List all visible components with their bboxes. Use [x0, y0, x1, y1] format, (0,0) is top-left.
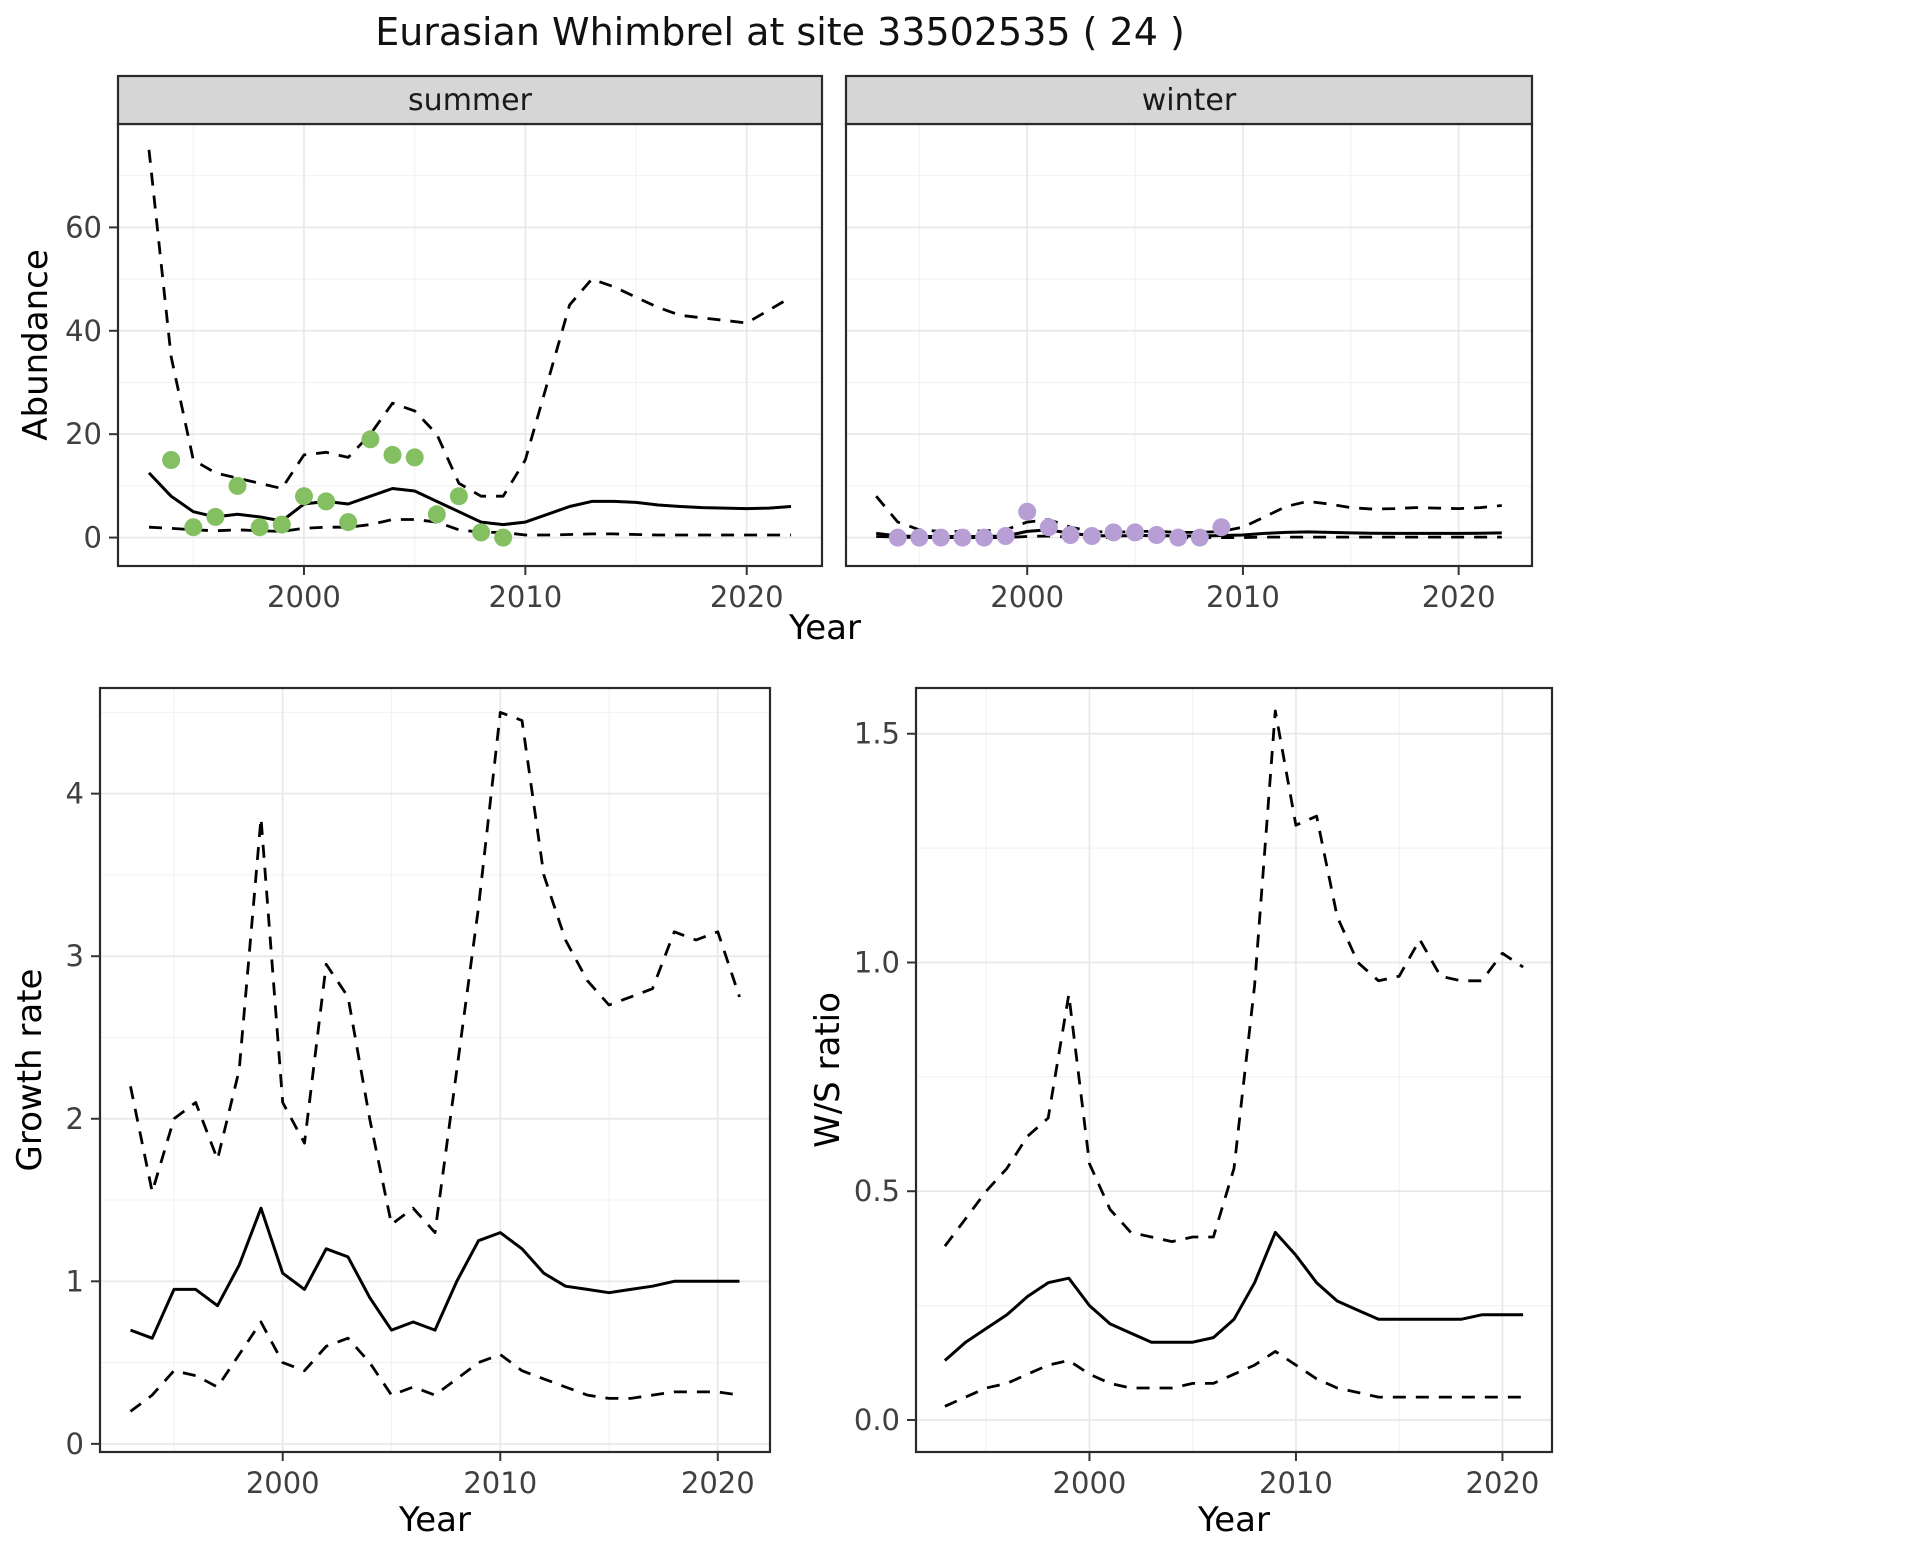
- abundance-summer-observed-counts-point: [383, 445, 402, 464]
- y-tick-label: 0.0: [854, 1403, 900, 1437]
- abundance-winter-observed-counts-point: [1104, 523, 1123, 542]
- abundance-winter-observed-counts-point: [1082, 527, 1101, 545]
- x-tick-label: 2020: [710, 580, 784, 614]
- abundance-summer-observed-counts-point: [184, 518, 203, 537]
- abundance-winter-observed-counts-point: [1126, 523, 1145, 542]
- bottom-left-year-axis-label: Year: [399, 1500, 471, 1540]
- y-tick-label: 60: [65, 210, 102, 244]
- x-tick-label: 2020: [1422, 580, 1496, 614]
- x-tick-label: 2020: [1466, 1466, 1540, 1500]
- abundance-summer-observed-counts-point: [250, 518, 269, 537]
- abundance-winter-observed-counts-point: [975, 528, 994, 547]
- abundance-summer-observed-counts-point: [295, 487, 313, 506]
- page-title: Eurasian Whimbrel at site 33502535 ( 24 …: [375, 10, 1185, 54]
- facet-strip-winter: [844, 74, 1534, 126]
- panel-abundance-winter: 2000 2010 2020 winter: [844, 74, 1534, 614]
- growth-rate-axis-label: Growth rate: [10, 968, 50, 1172]
- abundance-winter-observed-counts-point: [910, 528, 929, 547]
- abundance-winter-observed-counts-point: [1061, 526, 1080, 544]
- growth-rate-estimate-line: [129, 1206, 740, 1340]
- abundance-winter-observed-counts-point: [1039, 518, 1058, 537]
- growth-rate-upper-ci-line: [129, 711, 741, 1234]
- panel-background: [846, 124, 1532, 566]
- ws-ratio-upper-ci-line: [943, 709, 1524, 1247]
- abundance-winter-observed-counts-point: [1018, 502, 1037, 521]
- abundance-summer-observed-counts-point: [162, 451, 181, 469]
- abundance-winter-observed-counts-point: [953, 528, 972, 547]
- top-year-axis-label: Year: [789, 608, 861, 648]
- abundance-axis-label: Abundance: [16, 249, 56, 441]
- abundance-summer-observed-counts-point: [317, 492, 336, 511]
- abundance-winter-observed-counts-point: [888, 528, 907, 547]
- abundance-winter-observed-counts-point: [1212, 518, 1231, 537]
- y-tick-label: 0: [66, 1427, 84, 1461]
- growth-rate-lower-ci-line: [129, 1320, 740, 1413]
- panel-abundance-summer: 2000 2010 2020 0 20 40 60 summer: [65, 74, 824, 614]
- abundance-summer-observed-counts-point: [206, 507, 225, 526]
- abundance-summer-observed-counts-point: [449, 487, 468, 506]
- facet-strip-label: winter: [1142, 83, 1237, 118]
- y-tick-label: 1: [66, 1264, 84, 1298]
- abundance-winter-observed-counts-point: [1169, 528, 1188, 547]
- x-tick-label: 2000: [990, 580, 1064, 614]
- panel-background: [118, 124, 822, 566]
- x-tick-label: 2010: [1259, 1466, 1333, 1500]
- abundance-summer-observed-counts-point: [494, 528, 513, 547]
- y-tick-label: 3: [66, 939, 84, 973]
- x-tick-label: 2010: [1206, 580, 1280, 614]
- abundance-winter-observed-counts-point: [931, 528, 950, 547]
- abundance-winter-observed-counts-point: [996, 527, 1015, 545]
- panel-border: [98, 686, 772, 1454]
- panel-background: [916, 688, 1552, 1452]
- facet-strip-summer: [116, 74, 824, 126]
- y-tick-label: 1.0: [854, 945, 900, 979]
- abundance-summer-observed-counts-point: [272, 515, 291, 534]
- panel-border: [914, 686, 1554, 1454]
- abundance-summer-lower-ci-line: [148, 518, 791, 537]
- abundance-summer-observed-counts-point: [228, 476, 247, 495]
- x-tick-label: 2000: [246, 1466, 320, 1500]
- abundance-summer-estimate-line: [147, 471, 792, 527]
- panel-background: [100, 688, 770, 1452]
- y-tick-label: 0: [84, 521, 102, 555]
- panel-growth-rate: 2000 2010 2020 0 1 2 3 4: [66, 686, 772, 1500]
- y-tick-label: 1.5: [854, 717, 900, 751]
- x-tick-label: 2010: [488, 580, 562, 614]
- abundance-summer-observed-counts-point: [405, 448, 424, 467]
- ws-ratio-estimate-line: [943, 1230, 1524, 1362]
- y-tick-label: 40: [65, 314, 102, 348]
- abundance-summer-observed-counts-point: [427, 505, 446, 524]
- x-tick-label: 2000: [267, 580, 341, 614]
- facet-strip-label: summer: [408, 83, 533, 118]
- x-tick-label: 2020: [681, 1466, 755, 1500]
- x-tick-label: 2000: [1053, 1466, 1127, 1500]
- abundance-summer-observed-counts-point: [361, 430, 380, 449]
- abundance-summer-observed-counts-point: [339, 513, 358, 532]
- abundance-winter-observed-counts-point: [1147, 526, 1166, 544]
- x-tick-label: 2010: [463, 1466, 537, 1500]
- ws-ratio-axis-label: W/S ratio: [808, 992, 848, 1148]
- abundance-winter-observed-counts-point: [1190, 528, 1209, 547]
- bottom-right-year-axis-label: Year: [1198, 1500, 1270, 1540]
- y-tick-label: 2: [66, 1102, 84, 1136]
- ws-ratio-lower-ci-line: [944, 1350, 1524, 1408]
- panel-ws-ratio: 2000 2010 2020 0.0 0.5 1.0 1.5: [854, 686, 1554, 1500]
- y-tick-label: 20: [65, 417, 102, 451]
- y-tick-label: 4: [66, 777, 84, 811]
- y-tick-label: 0.5: [854, 1174, 900, 1208]
- abundance-summer-observed-counts-point: [472, 523, 491, 542]
